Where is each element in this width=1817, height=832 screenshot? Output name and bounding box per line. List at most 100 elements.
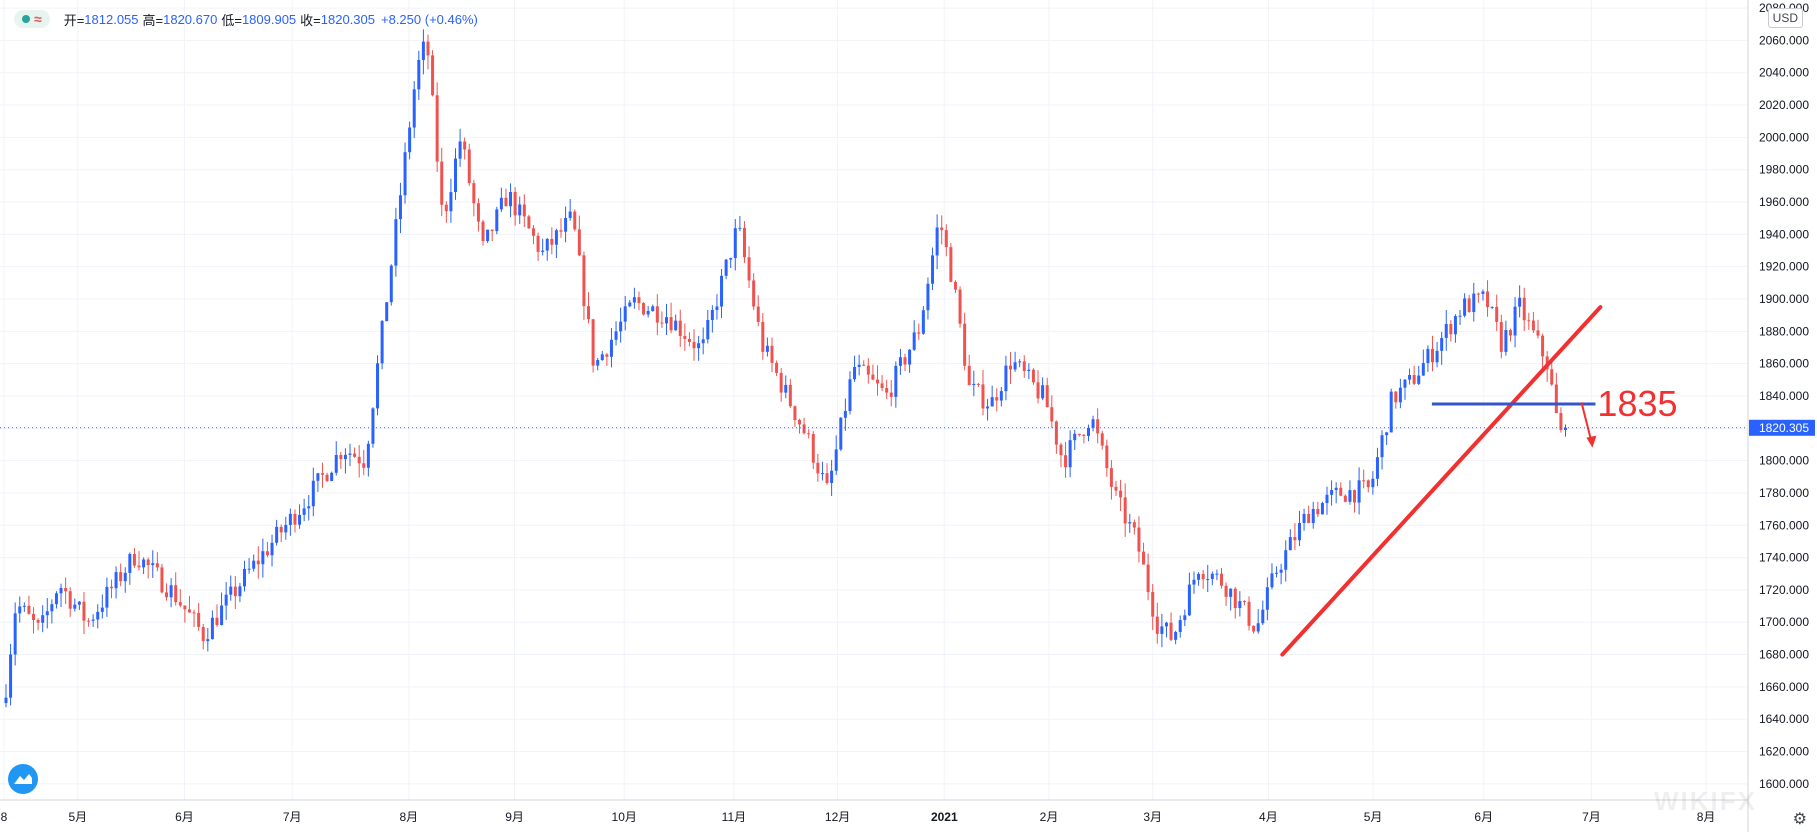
candle-body: [394, 219, 398, 266]
candle-body: [1123, 497, 1127, 524]
candle-body: [1256, 623, 1260, 632]
candle-body: [660, 322, 664, 324]
candle-body: [105, 586, 109, 608]
symbol-status-pill[interactable]: ≈: [14, 10, 50, 28]
candle-body: [536, 235, 540, 252]
candle-body: [834, 449, 838, 471]
candle-body: [4, 697, 8, 704]
candle-body: [715, 306, 719, 310]
candle-body: [697, 343, 701, 349]
candle-body: [9, 654, 13, 698]
candle-body: [830, 470, 834, 484]
open-label: 开=: [63, 12, 85, 28]
candle-body: [875, 379, 879, 384]
candle-body: [1458, 315, 1462, 317]
candle-body: [976, 383, 980, 385]
candle-body: [1311, 508, 1315, 524]
candle-body: [1027, 369, 1031, 372]
candle-body: [252, 560, 256, 569]
candle-body: [206, 639, 210, 642]
candle-body: [628, 302, 632, 307]
candle-body: [701, 339, 705, 344]
candle-body: [1362, 480, 1366, 482]
time-tick-label: 8月: [1697, 810, 1716, 824]
time-tick-label: 12月: [825, 810, 850, 824]
candle-body: [1559, 413, 1563, 430]
price-tick-label: 1800.000: [1759, 454, 1809, 468]
candle-body: [848, 379, 852, 411]
candle-body: [1100, 433, 1104, 446]
candle-body: [1508, 330, 1512, 336]
candle-body: [339, 454, 343, 460]
price-tick-label: 1940.000: [1759, 227, 1809, 241]
currency-selector[interactable]: USD: [1767, 8, 1803, 28]
candle-body: [169, 585, 173, 598]
candle-body: [1068, 440, 1072, 468]
candle-body: [1041, 385, 1045, 399]
candle-body: [155, 563, 159, 568]
candle-body: [307, 506, 311, 509]
candle-body: [1077, 433, 1081, 435]
price-tick-label: 2060.000: [1759, 33, 1809, 47]
time-tick-label: 7月: [1582, 810, 1601, 824]
candle-body: [178, 602, 182, 606]
candle-body: [128, 554, 132, 573]
high-value: 1820.670: [163, 11, 218, 27]
candle-body: [623, 306, 627, 322]
candle-body: [1238, 601, 1242, 609]
candle-body: [678, 320, 682, 336]
candle-body: [1142, 551, 1146, 565]
candle-body: [784, 384, 788, 393]
candle-body: [600, 354, 604, 361]
candle-body: [1132, 522, 1136, 528]
candle-body: [687, 338, 691, 343]
time-tick-label: 8月: [399, 810, 418, 824]
time-tick-label: 3月: [1143, 810, 1162, 824]
candle-body: [408, 127, 412, 153]
candle-body: [1004, 365, 1008, 392]
ohlc-legend: ≈ 开= 1812.055 高= 1820.670 低= 1809.905 收= 182…: [14, 8, 478, 30]
candle-body: [1128, 522, 1132, 524]
price-tick-label: 1620.000: [1759, 745, 1809, 759]
candle-body: [183, 605, 187, 610]
candle-body: [1031, 369, 1035, 383]
candle-body: [1183, 615, 1187, 621]
time-tick-label: 5月: [68, 810, 87, 824]
candle-body: [1339, 487, 1343, 496]
candle-body: [444, 204, 448, 212]
candle-body: [1550, 369, 1554, 385]
candle-body: [481, 221, 485, 242]
change-value: +8.250 (+0.46%): [381, 11, 478, 27]
candle-body: [298, 514, 302, 525]
candle-body: [142, 559, 146, 568]
candle-body: [632, 297, 636, 303]
candle-body: [912, 332, 916, 350]
settings-gear-icon[interactable]: ⚙: [1792, 811, 1807, 828]
candle-body: [1403, 379, 1407, 388]
candle-body: [908, 349, 912, 365]
candle-body: [1192, 579, 1196, 585]
candle-body: [1536, 330, 1540, 336]
candle-body: [642, 303, 646, 315]
candle-body: [1224, 585, 1228, 597]
price-tick-label: 1780.000: [1759, 486, 1809, 500]
candle-body: [311, 480, 315, 507]
candle-body: [889, 392, 893, 397]
candle-body: [1353, 490, 1357, 503]
candle-body: [1486, 291, 1490, 308]
candle-body: [1109, 468, 1113, 487]
candle-body: [440, 161, 444, 205]
candle-body: [187, 609, 191, 613]
candle-body: [109, 586, 113, 589]
candle-body: [798, 420, 802, 425]
candle-body: [1247, 601, 1251, 626]
candle-body: [45, 611, 49, 616]
candle-body: [1518, 297, 1522, 307]
candle-body: [706, 320, 710, 340]
level-label: 1835: [1597, 383, 1677, 424]
candle-body: [1210, 573, 1214, 580]
tradingview-logo-icon[interactable]: [8, 764, 38, 794]
price-tick-label: 1720.000: [1759, 583, 1809, 597]
